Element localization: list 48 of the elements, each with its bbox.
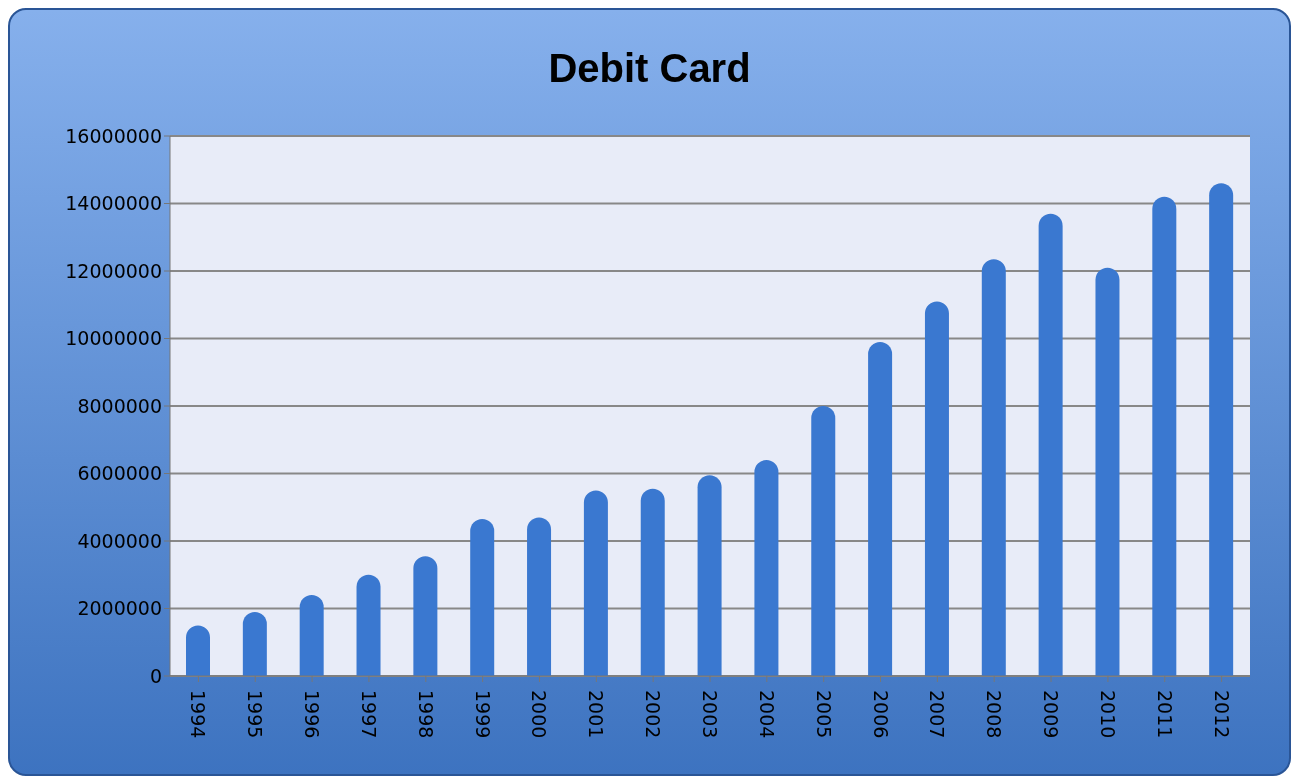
bar [583,490,608,676]
bar [924,301,949,676]
x-tick-label: 2009 [1040,690,1063,739]
y-tick-label: 6000000 [77,462,162,485]
bar [1209,183,1234,676]
x-tick-label: 1996 [301,690,324,739]
x-tick-label: 1994 [187,690,210,739]
bar [299,595,324,676]
bar [470,519,495,676]
x-tick-label: 2005 [812,690,835,739]
x-tick-label: 2010 [1096,690,1119,739]
y-tick-label: 10000000 [65,327,162,350]
y-tick-label: 2000000 [77,597,162,620]
x-tick-label: 2004 [755,690,778,739]
x-tick-label: 2003 [699,690,721,739]
bar [1152,196,1177,676]
bar [1038,213,1063,676]
bar [242,611,267,676]
bar [413,556,438,676]
x-tick-label: 2011 [1153,690,1176,739]
y-tick-label: 0 [149,664,162,687]
x-tick-label: 1999 [471,690,494,739]
chart-title: Debit Card [547,45,752,92]
x-tick-label: 2012 [1210,690,1233,739]
x-tick-label: 2002 [642,690,665,739]
x-tick-label: 1998 [414,690,437,739]
x-tick-label: 2006 [869,690,892,739]
x-tick-label: 1997 [357,690,380,739]
bar [868,341,893,676]
x-tick-label: 2001 [585,690,608,739]
x-tick-label: 2000 [528,690,551,739]
bar [811,406,836,676]
y-tick-label: 4000000 [77,529,162,552]
bar [356,574,381,676]
y-tick-label: 12000000 [65,259,162,282]
bar [640,488,665,676]
y-tick-label: 8000000 [77,394,162,417]
bar [754,460,779,676]
bar [981,259,1006,676]
x-tick-label: 1995 [244,690,267,739]
bar [527,517,552,676]
bar [186,625,210,676]
x-tick-label: 2008 [983,690,1006,739]
bar [1095,267,1120,676]
y-tick-label: 14000000 [65,192,162,215]
x-tick-label: 2007 [926,690,949,739]
bar [697,475,722,676]
y-tick-label: 16000000 [65,124,162,147]
